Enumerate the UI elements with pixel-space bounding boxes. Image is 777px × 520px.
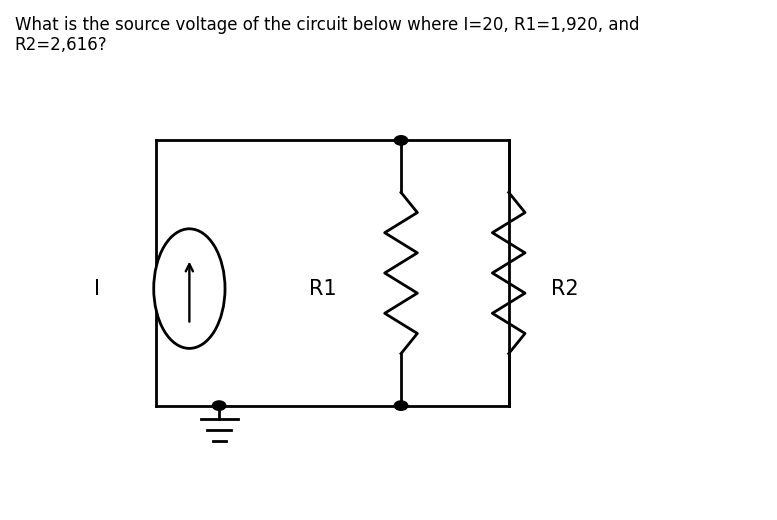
- Ellipse shape: [154, 229, 225, 348]
- Text: I: I: [93, 279, 99, 298]
- Text: What is the source voltage of the circuit below where I=20, R1=1,920, and
R2=2,6: What is the source voltage of the circui…: [15, 16, 639, 55]
- Circle shape: [212, 401, 226, 410]
- Text: R1: R1: [309, 279, 337, 298]
- Circle shape: [395, 136, 408, 145]
- Circle shape: [395, 401, 408, 410]
- Text: R2: R2: [551, 279, 578, 298]
